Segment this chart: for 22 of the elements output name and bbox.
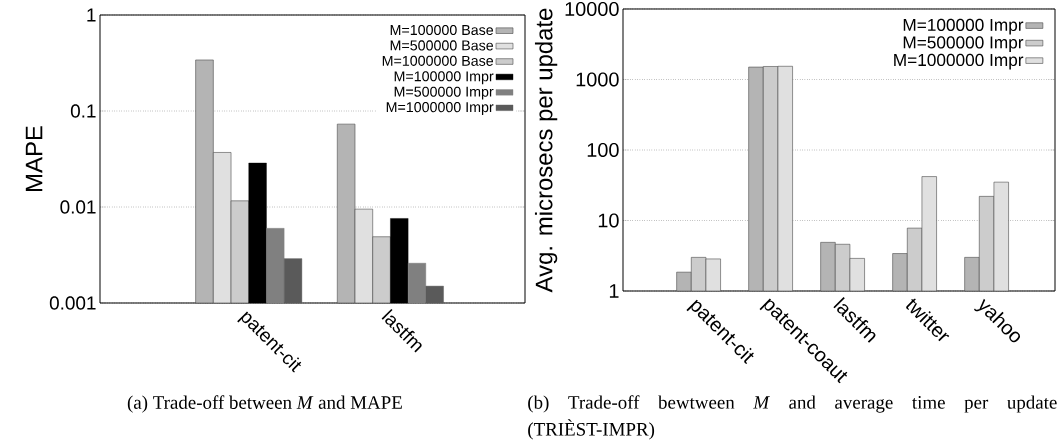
legend-label: M=100000 Base xyxy=(390,24,494,36)
legend-label: M=500000 Impr xyxy=(394,86,494,100)
y-axis-title: Avg. microsecs per update xyxy=(534,8,558,293)
legend-label: M=100000 Impr xyxy=(394,71,494,85)
y-tick-label: 0.001 xyxy=(49,296,96,310)
legend-label: M=1000000 Impr xyxy=(894,53,1024,70)
y-tick-label: 10 xyxy=(598,213,619,228)
y-axis-title: MAPE xyxy=(25,126,43,191)
y-tick-label: 100 xyxy=(587,142,619,158)
y-tick-label: 1000 xyxy=(576,72,619,87)
text: (a) Trade-off between M and MAPE xyxy=(127,395,402,413)
legend-label: M=100000 Impr xyxy=(903,18,1024,35)
legend-label: M=1000000 Impr xyxy=(386,102,494,115)
y-tick-label: 10000 xyxy=(565,1,619,17)
y-tick-label: 0.1 xyxy=(70,104,96,118)
y-tick-label: 1 xyxy=(609,284,619,298)
text: (b) Trade-off bewtween M and average time per update (TRIÈST-IMPR) xyxy=(528,395,1057,440)
y-tick-label: 1 xyxy=(87,8,96,22)
y-tick-label: 0.01 xyxy=(60,200,96,214)
legend-label: M=500000 Base xyxy=(390,40,494,51)
legend-label: M=1000000 Base xyxy=(382,55,494,66)
legend-label: M=500000 Impr xyxy=(903,36,1024,52)
